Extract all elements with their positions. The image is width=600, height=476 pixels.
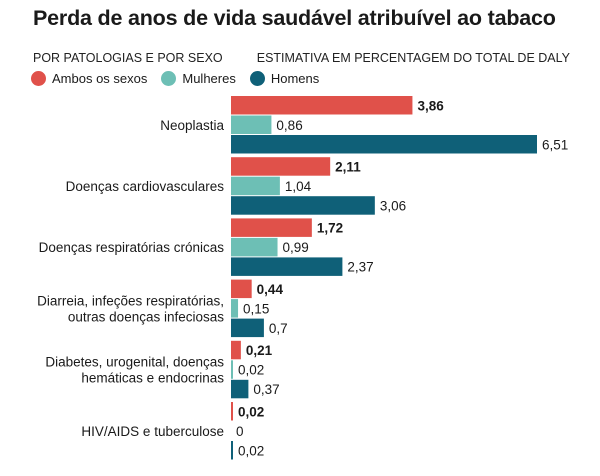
bar-ambos bbox=[231, 340, 241, 360]
subtitle-left: POR PATOLOGIAS E POR SEXO bbox=[33, 51, 223, 65]
legend-label-ambos: Ambos os sexos bbox=[52, 71, 148, 86]
category-label: Doenças cardiovasculares bbox=[66, 179, 225, 194]
data-label-mulheres: 0 bbox=[236, 424, 244, 439]
data-label-homens: 3,06 bbox=[380, 198, 406, 213]
category-label: Diabetes, urogenital, doenças hemáticas e… bbox=[45, 355, 224, 386]
data-label-ambos: 0,21 bbox=[246, 343, 273, 358]
subtitle-right: ESTIMATIVA EM PERCENTAGEM DO TOTAL DE DA… bbox=[256, 51, 570, 65]
data-label-mulheres: 0,15 bbox=[243, 301, 269, 316]
data-label-mulheres: 0,99 bbox=[283, 240, 309, 255]
data-label-homens: 2,37 bbox=[347, 260, 373, 275]
bar-homens bbox=[231, 135, 537, 154]
legend-label-mulheres: Mulheres bbox=[182, 71, 236, 86]
legend-item-homens: Homens bbox=[249, 71, 320, 86]
data-label-ambos: 1,72 bbox=[317, 221, 343, 236]
legend: Ambos os sexos Mulheres Homens bbox=[31, 71, 333, 86]
data-label-homens: 0,02 bbox=[238, 443, 264, 458]
data-label-homens: 0,7 bbox=[269, 321, 288, 336]
data-label-ambos: 0,44 bbox=[257, 282, 284, 297]
bar-mulheres bbox=[231, 299, 239, 318]
bar-homens bbox=[231, 318, 264, 338]
bar-mulheres bbox=[231, 360, 233, 379]
bar-mulheres bbox=[231, 115, 272, 134]
bar-ambos bbox=[231, 96, 413, 115]
bar-ambos bbox=[231, 279, 252, 299]
bar-ambos bbox=[231, 218, 312, 237]
category-label: Doenças respiratórias crónicas bbox=[39, 240, 225, 255]
bar-ambos bbox=[231, 402, 233, 421]
category-label: HIV/AIDS e tuberculose bbox=[81, 424, 224, 439]
data-label-homens: 0,37 bbox=[253, 382, 279, 397]
bar-homens bbox=[231, 257, 343, 276]
data-label-homens: 6,51 bbox=[542, 137, 568, 152]
legend-swatch-homens bbox=[249, 71, 265, 86]
bar-ambos bbox=[231, 157, 331, 176]
legend-label-homens: Homens bbox=[270, 71, 320, 86]
legend-item-ambos: Ambos os sexos bbox=[31, 71, 147, 86]
legend-item-mulheres: Mulheres bbox=[161, 71, 236, 86]
bar-mulheres bbox=[231, 237, 278, 257]
data-label-mulheres: 0,86 bbox=[276, 118, 302, 133]
bar-mulheres bbox=[231, 176, 280, 196]
bar-homens bbox=[231, 379, 249, 399]
data-label-mulheres: 0,02 bbox=[238, 363, 264, 378]
category-label: Diarreia, infeções respiratórias, outras … bbox=[37, 293, 224, 324]
bar-homens bbox=[231, 441, 233, 460]
legend-swatch-mulheres bbox=[161, 71, 177, 86]
bar-homens bbox=[231, 196, 375, 215]
data-label-mulheres: 1,04 bbox=[285, 179, 312, 194]
chart-title: Perda de anos de vida saudável atribuíve… bbox=[33, 6, 556, 30]
data-label-ambos: 2,11 bbox=[335, 159, 361, 174]
legend-swatch-ambos bbox=[31, 71, 46, 86]
data-label-ambos: 3,86 bbox=[417, 98, 444, 113]
data-label-ambos: 0,02 bbox=[238, 404, 264, 419]
category-label: Neoplastia bbox=[160, 118, 224, 133]
